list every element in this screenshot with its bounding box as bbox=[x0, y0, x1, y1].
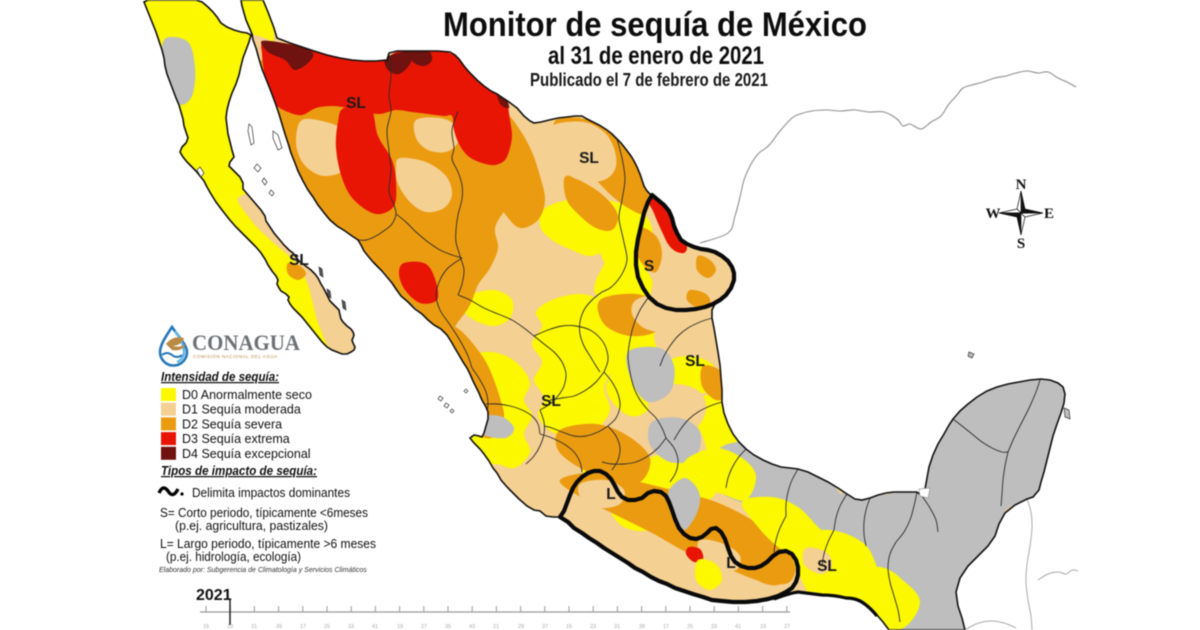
svg-text:COMISIÓN NACIONAL DEL AGUA: COMISIÓN NACIONAL DEL AGUA bbox=[193, 353, 278, 359]
svg-text:39: 39 bbox=[276, 624, 282, 630]
svg-text:19: 19 bbox=[760, 624, 766, 630]
svg-text:Elaborado por: Subgerencia de: Elaborado por: Subgerencia de Climatolog… bbox=[159, 567, 367, 574]
svg-text:29: 29 bbox=[518, 624, 524, 630]
svg-text:33: 33 bbox=[348, 624, 354, 630]
svg-text:(p.ej. hidrología, ecología): (p.ej. hidrología, ecología) bbox=[166, 550, 301, 564]
svg-text:SL: SL bbox=[685, 353, 705, 370]
svg-text:CONAGUA: CONAGUA bbox=[192, 330, 300, 355]
svg-text:25: 25 bbox=[687, 624, 693, 630]
svg-text:SL: SL bbox=[289, 252, 309, 269]
svg-text:23: 23 bbox=[227, 624, 233, 630]
svg-text:D3 Sequía extrema: D3 Sequía extrema bbox=[182, 432, 290, 446]
svg-text:39: 39 bbox=[639, 624, 645, 630]
svg-text:21: 21 bbox=[493, 624, 499, 630]
svg-text:Intensidad de sequía:: Intensidad de sequía: bbox=[161, 370, 279, 384]
svg-text:N: N bbox=[1016, 177, 1027, 193]
svg-text:D0 Anormalmente seco: D0 Anormalmente seco bbox=[182, 388, 312, 402]
svg-text:SL: SL bbox=[817, 558, 837, 575]
svg-text:L= Largo periodo, típicamente: L= Largo periodo, típicamente >6 meses bbox=[160, 537, 376, 551]
svg-text:15: 15 bbox=[566, 624, 572, 630]
svg-text:Publicado el 7 de febrero de 2: Publicado el 7 de febrero de 2021 bbox=[530, 70, 768, 90]
svg-text:19: 19 bbox=[397, 624, 403, 630]
svg-text:Tipos de impacto de sequía:: Tipos de impacto de sequía: bbox=[161, 464, 317, 478]
svg-text:35: 35 bbox=[445, 624, 451, 630]
svg-text:SL: SL bbox=[541, 393, 561, 410]
svg-text:S= Corto periodo, típicamente: S= Corto periodo, típicamente <6meses bbox=[160, 506, 368, 520]
svg-text:al 31 de enero de 2021: al 31 de enero de 2021 bbox=[548, 42, 764, 70]
svg-text:2021: 2021 bbox=[196, 587, 232, 604]
svg-text:S: S bbox=[1017, 236, 1025, 252]
svg-text:43: 43 bbox=[469, 624, 475, 630]
svg-text:(p.ej. agricultura, pastizales: (p.ej. agricultura, pastizales) bbox=[175, 519, 328, 533]
svg-text:Monitor de sequía de México: Monitor de sequía de México bbox=[443, 6, 867, 44]
svg-text:D2 Sequía severa: D2 Sequía severa bbox=[182, 417, 282, 431]
svg-text:23: 23 bbox=[590, 624, 596, 630]
svg-text:27: 27 bbox=[784, 624, 790, 630]
svg-text:L: L bbox=[726, 555, 735, 572]
svg-text:15: 15 bbox=[203, 624, 209, 630]
svg-text:D1 Sequía moderada: D1 Sequía moderada bbox=[182, 403, 301, 417]
svg-text:SL: SL bbox=[346, 95, 366, 112]
svg-text:41: 41 bbox=[372, 624, 378, 630]
svg-text:17: 17 bbox=[663, 624, 669, 630]
svg-text:L: L bbox=[606, 486, 615, 503]
svg-text:37: 37 bbox=[542, 624, 548, 630]
svg-text:S: S bbox=[644, 258, 654, 275]
svg-text:W: W bbox=[986, 206, 1001, 222]
svg-text:27: 27 bbox=[421, 624, 427, 630]
svg-text:41: 41 bbox=[735, 624, 741, 630]
svg-text:SL: SL bbox=[579, 150, 599, 167]
svg-text:D4 Sequía excepcional: D4 Sequía excepcional bbox=[182, 447, 311, 461]
svg-text:17: 17 bbox=[300, 624, 306, 630]
svg-text:31: 31 bbox=[614, 624, 620, 630]
svg-text:25: 25 bbox=[324, 624, 330, 630]
svg-text:E: E bbox=[1044, 206, 1054, 222]
svg-text:33: 33 bbox=[711, 624, 717, 630]
svg-text:Delimita impactos dominantes: Delimita impactos dominantes bbox=[192, 486, 350, 500]
svg-text:31: 31 bbox=[251, 624, 257, 630]
